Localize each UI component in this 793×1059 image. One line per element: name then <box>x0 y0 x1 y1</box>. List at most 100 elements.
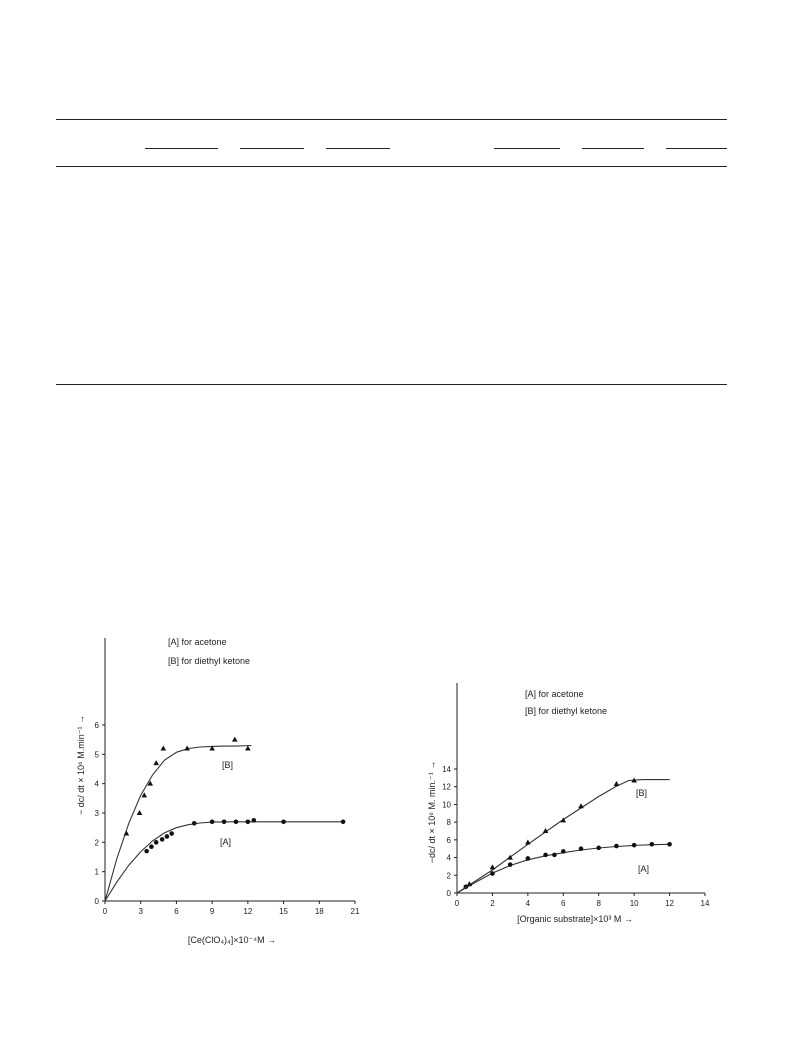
x-tick-label: 0 <box>103 907 108 916</box>
table-subrule-6 <box>666 148 727 149</box>
y-axis-label: −dc/ dt × 10⁶ M. min.⁻¹ → <box>427 761 437 864</box>
data-point-b <box>231 736 238 742</box>
data-point-b <box>153 760 159 766</box>
data-point-a <box>507 862 513 867</box>
data-point-b <box>578 803 584 809</box>
y-tick-label: 6 <box>95 721 100 730</box>
fit-curve-b <box>104 744 252 902</box>
curve-label-a: [A] <box>638 864 649 874</box>
table-subrule-5 <box>582 148 644 149</box>
x-tick-label: 10 <box>630 899 639 908</box>
x-tick-label: 8 <box>596 899 601 908</box>
data-point-a <box>578 846 584 852</box>
table-header-rule <box>56 166 727 167</box>
data-point-a <box>153 840 159 845</box>
data-point-a <box>245 819 251 825</box>
fit-curve-b <box>456 779 670 894</box>
data-point-b <box>123 830 130 836</box>
table-top-rule <box>56 119 727 120</box>
data-point-a <box>649 841 655 847</box>
x-tick-label: 21 <box>351 907 360 916</box>
y-tick-label: 6 <box>447 836 452 845</box>
y-tick-label: 1 <box>95 868 100 877</box>
table-bottom-rule <box>56 384 727 385</box>
data-point-a <box>552 852 557 858</box>
y-tick-label: 8 <box>447 818 452 827</box>
x-axis-label: [Organic substrate]×10³ M → <box>517 914 633 924</box>
x-tick-label: 18 <box>315 907 324 916</box>
data-point-b <box>466 881 473 887</box>
data-point-a <box>251 818 257 823</box>
x-tick-label: 6 <box>174 907 179 916</box>
table-subrule-1 <box>145 148 218 149</box>
data-point-b <box>507 854 513 860</box>
data-point-b <box>542 828 549 833</box>
data-point-a <box>149 844 154 850</box>
data-point-a <box>233 819 239 825</box>
data-point-a <box>164 834 170 839</box>
data-point-b <box>147 780 154 786</box>
data-point-a <box>340 819 346 825</box>
x-tick-label: 15 <box>279 907 288 916</box>
data-point-b <box>560 817 567 823</box>
data-point-b <box>613 781 620 787</box>
y-axis-label: − dc/ dt × 10⁶ M.min⁻¹ → <box>76 715 86 815</box>
x-tick-label: 12 <box>243 907 252 916</box>
curve-label-b: [B] <box>636 788 647 798</box>
data-point-a <box>490 871 495 876</box>
curve-label-a: [A] <box>220 837 231 847</box>
y-tick-label: 2 <box>95 838 100 847</box>
data-point-a <box>169 831 174 836</box>
y-tick-label: 4 <box>95 780 100 789</box>
data-point-a <box>209 819 215 825</box>
data-point-a <box>144 848 149 854</box>
data-point-b <box>525 839 531 845</box>
fit-curve-a <box>104 821 344 902</box>
data-point-a <box>614 843 619 849</box>
data-point-b <box>489 864 496 870</box>
data-point-a <box>667 841 672 847</box>
data-point-b <box>245 745 251 751</box>
x-axis-label: [Ce(ClO₄)₄]×10⁻⁴M → <box>188 935 276 945</box>
x-tick-label: 6 <box>561 899 566 908</box>
y-tick-label: 2 <box>447 871 452 880</box>
legend-entry: [B] for diethyl ketone <box>168 656 250 666</box>
data-point-a <box>281 819 286 825</box>
data-point-b <box>160 745 167 751</box>
data-point-a <box>191 820 197 826</box>
y-tick-label: 12 <box>442 783 451 792</box>
curve-label-b: [B] <box>222 760 233 770</box>
data-point-a <box>596 845 602 851</box>
data-point-b <box>184 745 190 751</box>
table-subrule-3 <box>326 148 390 149</box>
x-tick-label: 14 <box>701 899 710 908</box>
data-point-b <box>209 745 215 751</box>
data-point-a <box>543 852 548 858</box>
data-point-b <box>141 792 148 798</box>
x-tick-label: 9 <box>210 907 215 916</box>
y-tick-label: 5 <box>95 750 100 759</box>
data-point-b <box>631 777 637 783</box>
x-tick-label: 3 <box>138 907 143 916</box>
fit-curve-a <box>456 843 670 894</box>
y-tick-label: 14 <box>442 765 451 774</box>
data-point-a <box>159 837 165 842</box>
legend-entry: [A] for acetone <box>168 637 227 647</box>
y-tick-label: 3 <box>95 809 100 818</box>
x-tick-label: 0 <box>455 899 460 908</box>
data-point-a <box>463 884 469 890</box>
data-point-a <box>525 856 531 861</box>
table-subrule-4 <box>494 148 560 149</box>
data-point-b <box>136 810 143 815</box>
y-tick-label: 0 <box>447 889 452 898</box>
legend-entry: [B] for diethyl ketone <box>525 706 607 716</box>
y-tick-label: 0 <box>95 897 100 906</box>
x-tick-label: 4 <box>526 899 531 908</box>
y-tick-label: 4 <box>447 854 452 863</box>
x-tick-label: 12 <box>665 899 674 908</box>
data-point-a <box>221 819 227 825</box>
y-tick-label: 10 <box>442 800 451 809</box>
legend-entry: [A] for acetone <box>525 689 584 699</box>
